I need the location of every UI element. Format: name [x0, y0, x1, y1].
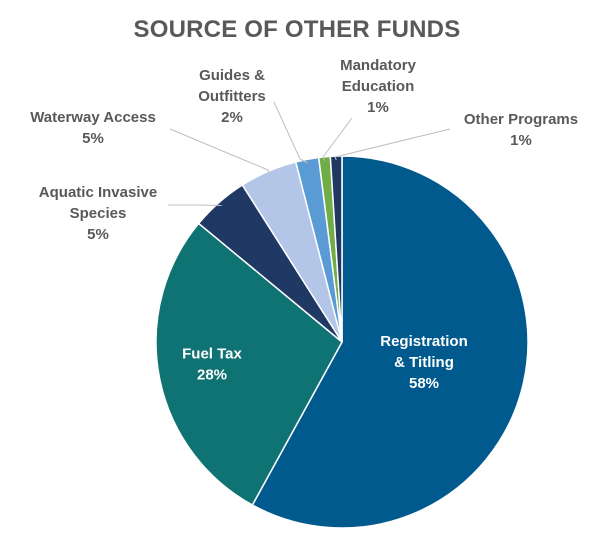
leader-line	[273, 101, 309, 164]
slice-label-registration-titling: Registration & Titling 58%	[380, 333, 468, 392]
leader-line	[168, 204, 222, 206]
pie-slice-fuel-tax	[155, 222, 343, 507]
pie-slice-registration-titling	[251, 155, 529, 529]
slice-label-other-programs: Other Programs 1%	[464, 111, 578, 149]
slice-label-aquatic-invasive-species: Aquatic Invasive Species 5%	[39, 184, 157, 243]
slice-label-mandatory-education: Mandatory Education 1%	[340, 57, 417, 116]
leader-line	[322, 117, 353, 162]
leader-line	[169, 128, 271, 176]
pie-slice-other-programs	[329, 155, 343, 343]
slice-label-fuel-tax: Fuel Tax 28%	[182, 346, 242, 384]
slice-label-waterway-access: Waterway Access 5%	[30, 109, 156, 147]
leader-line	[334, 128, 451, 161]
chart-title: SOURCE OF OTHER FUNDS	[133, 16, 461, 43]
slice-label-guides-outfitters: Guides & Outfitters 2%	[198, 67, 266, 126]
